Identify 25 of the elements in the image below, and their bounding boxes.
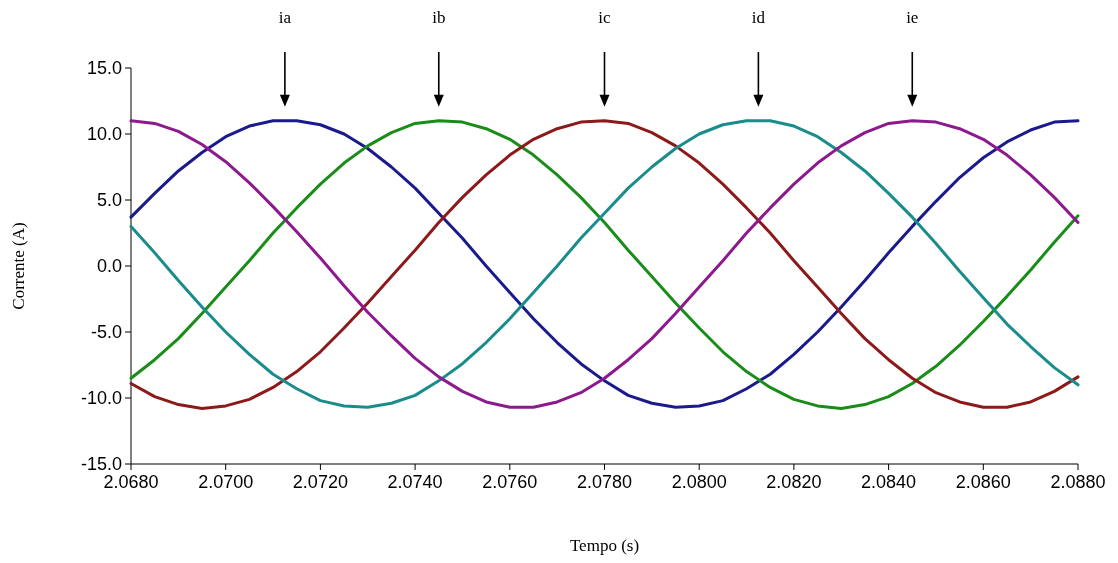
y-tick-label: 15.0 (86, 58, 122, 79)
text: ib (432, 8, 446, 27)
text: ia (278, 8, 292, 27)
x-tick-label: 2.0800 (671, 472, 727, 492)
x-tick-label: 2.0720 (292, 472, 348, 492)
y-tick-label: 0.0 (96, 256, 122, 277)
y-tick-label: 5.0 (96, 190, 122, 211)
x-tick-label: 2.0740 (387, 472, 443, 492)
x-axis-title: Tempo (s) (569, 536, 640, 555)
x-tick-label: 2.0840 (861, 472, 917, 492)
text: ie (906, 8, 919, 27)
x-tick-label: 2.0780 (576, 472, 633, 492)
x-tick-label: 2.0860 (955, 472, 1011, 492)
x-tick-label: 2.0820 (766, 472, 822, 492)
y-tick-label: -10.0 (80, 388, 122, 409)
x-tick-label: 2.0760 (482, 472, 538, 492)
y-tick-label: -15.0 (80, 454, 122, 475)
text: ic (598, 8, 612, 27)
y-tick-label: 10.0 (86, 124, 122, 145)
y-tick-label: -5.0 (90, 322, 122, 343)
x-tick-label: 2.0880 (1050, 472, 1106, 492)
x-tick-label: 2.0680 (103, 472, 159, 492)
text: id (751, 8, 766, 27)
y-axis-title: Corrente (A) (9, 222, 28, 310)
x-tick-label: 2.0700 (198, 472, 254, 492)
